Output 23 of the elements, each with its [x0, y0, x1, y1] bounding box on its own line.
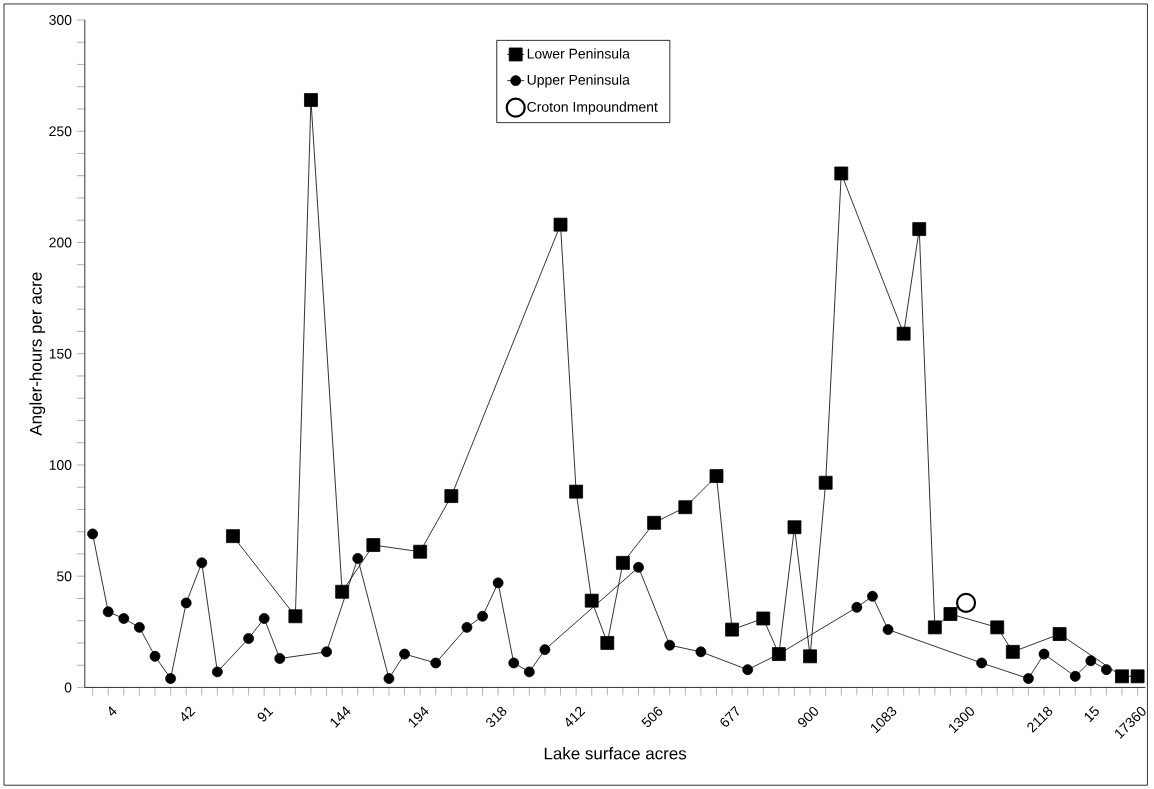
- x-axis-title: Lake surface acres: [544, 746, 687, 760]
- y-tick-label: 250: [49, 126, 72, 137]
- x-tick-label: 194: [408, 706, 429, 728]
- legend-label: Upper Peninsula: [527, 74, 630, 88]
- x-tick-label: 900: [798, 706, 819, 727]
- x-tick-label: 506: [641, 706, 663, 727]
- y-tick-label: 200: [49, 237, 72, 248]
- x-tick-label: 144: [330, 706, 351, 728]
- y-tick-label: 100: [49, 459, 72, 470]
- legend-label: Croton Impoundment: [527, 101, 658, 115]
- legend-label: Lower Peninsula: [527, 48, 630, 59]
- y-tick-label: 0: [64, 682, 72, 693]
- x-tick-label: 42: [181, 706, 196, 722]
- x-tick-label: 15: [1084, 705, 1099, 723]
- x-tick-label: 4: [108, 706, 117, 716]
- y-tick-label: 150: [49, 348, 72, 359]
- x-tick-label: 91: [257, 707, 274, 722]
- x-tick-label: 412: [565, 706, 586, 727]
- y-tick-label: 50: [57, 571, 72, 582]
- x-tick-label: 318: [486, 706, 507, 727]
- y-tick-label: 300: [49, 14, 72, 25]
- y-axis-title: Angler-hours per acre: [29, 272, 46, 436]
- x-tick-label: 677: [720, 705, 739, 727]
